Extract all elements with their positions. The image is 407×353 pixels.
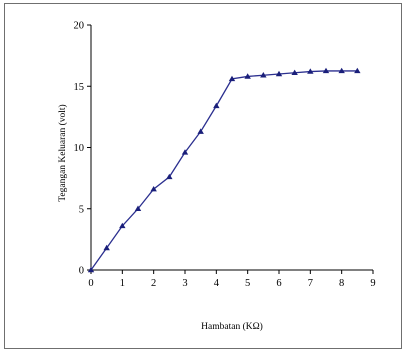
y-tick-label: 0: [79, 266, 84, 277]
y-tick-label: 15: [74, 82, 85, 93]
x-tick-label: 5: [245, 278, 250, 289]
data-point: [228, 75, 236, 82]
data-point: [87, 266, 95, 273]
data-point: [244, 73, 251, 79]
data-point: [291, 69, 298, 76]
x-tick-label: 8: [339, 278, 344, 289]
data-point: [181, 149, 189, 155]
axes: [87, 24, 374, 274]
x-axis-label: Hambatan (KΩ): [201, 321, 263, 332]
x-tick-label: 4: [214, 278, 220, 289]
data-point: [134, 205, 142, 211]
data-point: [260, 72, 267, 78]
data-point: [213, 102, 220, 109]
tick-labels: 0 5 10 15 20 0 1 2 3 4 5 6 7 8 9: [74, 21, 376, 290]
series-line: [90, 70, 358, 271]
x-tick-label: 7: [308, 278, 313, 289]
data-point: [307, 68, 314, 74]
data-point: [150, 185, 157, 192]
data-point: [322, 67, 330, 74]
series-layer: [87, 67, 361, 273]
x-tick-label: 2: [151, 278, 156, 289]
data-point: [103, 244, 110, 251]
data-point: [166, 173, 173, 180]
y-axis-label: Tegangan Keluaran (volt): [57, 104, 68, 201]
data-point: [354, 67, 361, 74]
y-tick-label: 20: [74, 21, 85, 32]
data-point: [338, 67, 345, 74]
data-point: [119, 222, 126, 229]
data-point: [197, 128, 204, 134]
x-tick-label: 1: [120, 278, 125, 289]
x-tick-label: 9: [370, 278, 375, 289]
x-tick-label: 3: [182, 278, 187, 289]
y-tick-label: 5: [79, 204, 84, 215]
x-tick-label: 6: [276, 278, 281, 289]
data-point: [275, 70, 283, 77]
chart-frame: [4, 3, 402, 349]
y-tick-label: 10: [74, 143, 85, 154]
x-tick-label: 0: [88, 278, 93, 289]
